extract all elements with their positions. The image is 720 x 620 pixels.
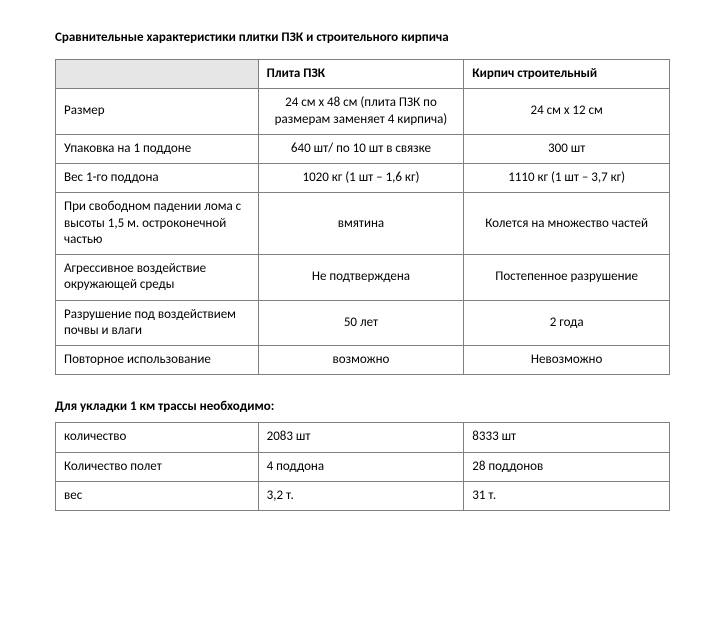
table-header-row: Плита ПЗК Кирпич строительный bbox=[56, 60, 670, 89]
row-value-brick: 1110 кг (1 шт – 3,7 кг) bbox=[464, 164, 670, 193]
row-value-plate: 3,2 т. bbox=[258, 481, 464, 510]
row-value-plate: возможно bbox=[258, 346, 464, 375]
header-cell-empty bbox=[56, 60, 259, 89]
row-value-brick: Невозможно bbox=[464, 346, 670, 375]
track-requirements-table: количество 2083 шт 8333 шт Количество по… bbox=[55, 422, 670, 511]
document-page: Сравнительные характеристики плитки ПЗК … bbox=[0, 0, 720, 541]
row-value-brick: 31 т. bbox=[464, 481, 670, 510]
header-cell-brick: Кирпич строительный bbox=[464, 60, 670, 89]
row-value-plate: 1020 кг (1 шт – 1,6 кг) bbox=[258, 164, 464, 193]
row-value-brick: 24 см х 12 см bbox=[464, 89, 670, 135]
row-value-plate: 4 поддона bbox=[258, 452, 464, 481]
row-value-brick: 8333 шт bbox=[464, 423, 670, 452]
row-value-brick: Колется на множество частей bbox=[464, 193, 670, 255]
table-row: Повторное использование возможно Невозмо… bbox=[56, 346, 670, 375]
row-label: Количество полет bbox=[56, 452, 259, 481]
table-row: Вес 1-го поддона 1020 кг (1 шт – 1,6 кг)… bbox=[56, 164, 670, 193]
row-label: Размер bbox=[56, 89, 259, 135]
page-title: Сравнительные характеристики плитки ПЗК … bbox=[55, 30, 670, 45]
table-row: количество 2083 шт 8333 шт bbox=[56, 423, 670, 452]
row-label: Упаковка на 1 поддоне bbox=[56, 134, 259, 163]
row-label: количество bbox=[56, 423, 259, 452]
row-value-plate: 50 лет bbox=[258, 300, 464, 346]
row-value-brick: 2 года bbox=[464, 300, 670, 346]
header-cell-plate: Плита ПЗК bbox=[258, 60, 464, 89]
row-value-brick: 28 поддонов bbox=[464, 452, 670, 481]
row-label: Разрушение под воздействием почвы и влаг… bbox=[56, 300, 259, 346]
comparison-table: Плита ПЗК Кирпич строительный Размер 24 … bbox=[55, 59, 670, 375]
table-row: вес 3,2 т. 31 т. bbox=[56, 481, 670, 510]
table-row: Разрушение под воздействием почвы и влаг… bbox=[56, 300, 670, 346]
row-value-plate: 24 см x 48 см (плита ПЗК по размерам зам… bbox=[258, 89, 464, 135]
row-label: Агрессивное воздействие окружающей среды bbox=[56, 255, 259, 301]
row-value-brick: Постепенное разрушение bbox=[464, 255, 670, 301]
table-row: Агрессивное воздействие окружающей среды… bbox=[56, 255, 670, 301]
row-label: Повторное использование bbox=[56, 346, 259, 375]
row-value-plate: 2083 шт bbox=[258, 423, 464, 452]
section-subtitle: Для укладки 1 км трассы необходимо: bbox=[55, 399, 670, 414]
table-row: Размер 24 см x 48 см (плита ПЗК по разме… bbox=[56, 89, 670, 135]
table-row: Упаковка на 1 поддоне 640 шт/ по 10 шт в… bbox=[56, 134, 670, 163]
row-label: Вес 1-го поддона bbox=[56, 164, 259, 193]
row-value-plate: 640 шт/ по 10 шт в связке bbox=[258, 134, 464, 163]
row-label: При свободном падении лома с высоты 1,5 … bbox=[56, 193, 259, 255]
row-value-plate: вмятина bbox=[258, 193, 464, 255]
table-row: Количество полет 4 поддона 28 поддонов bbox=[56, 452, 670, 481]
row-value-brick: 300 шт bbox=[464, 134, 670, 163]
table-row: При свободном падении лома с высоты 1,5 … bbox=[56, 193, 670, 255]
row-label: вес bbox=[56, 481, 259, 510]
row-value-plate: Не подтверждена bbox=[258, 255, 464, 301]
